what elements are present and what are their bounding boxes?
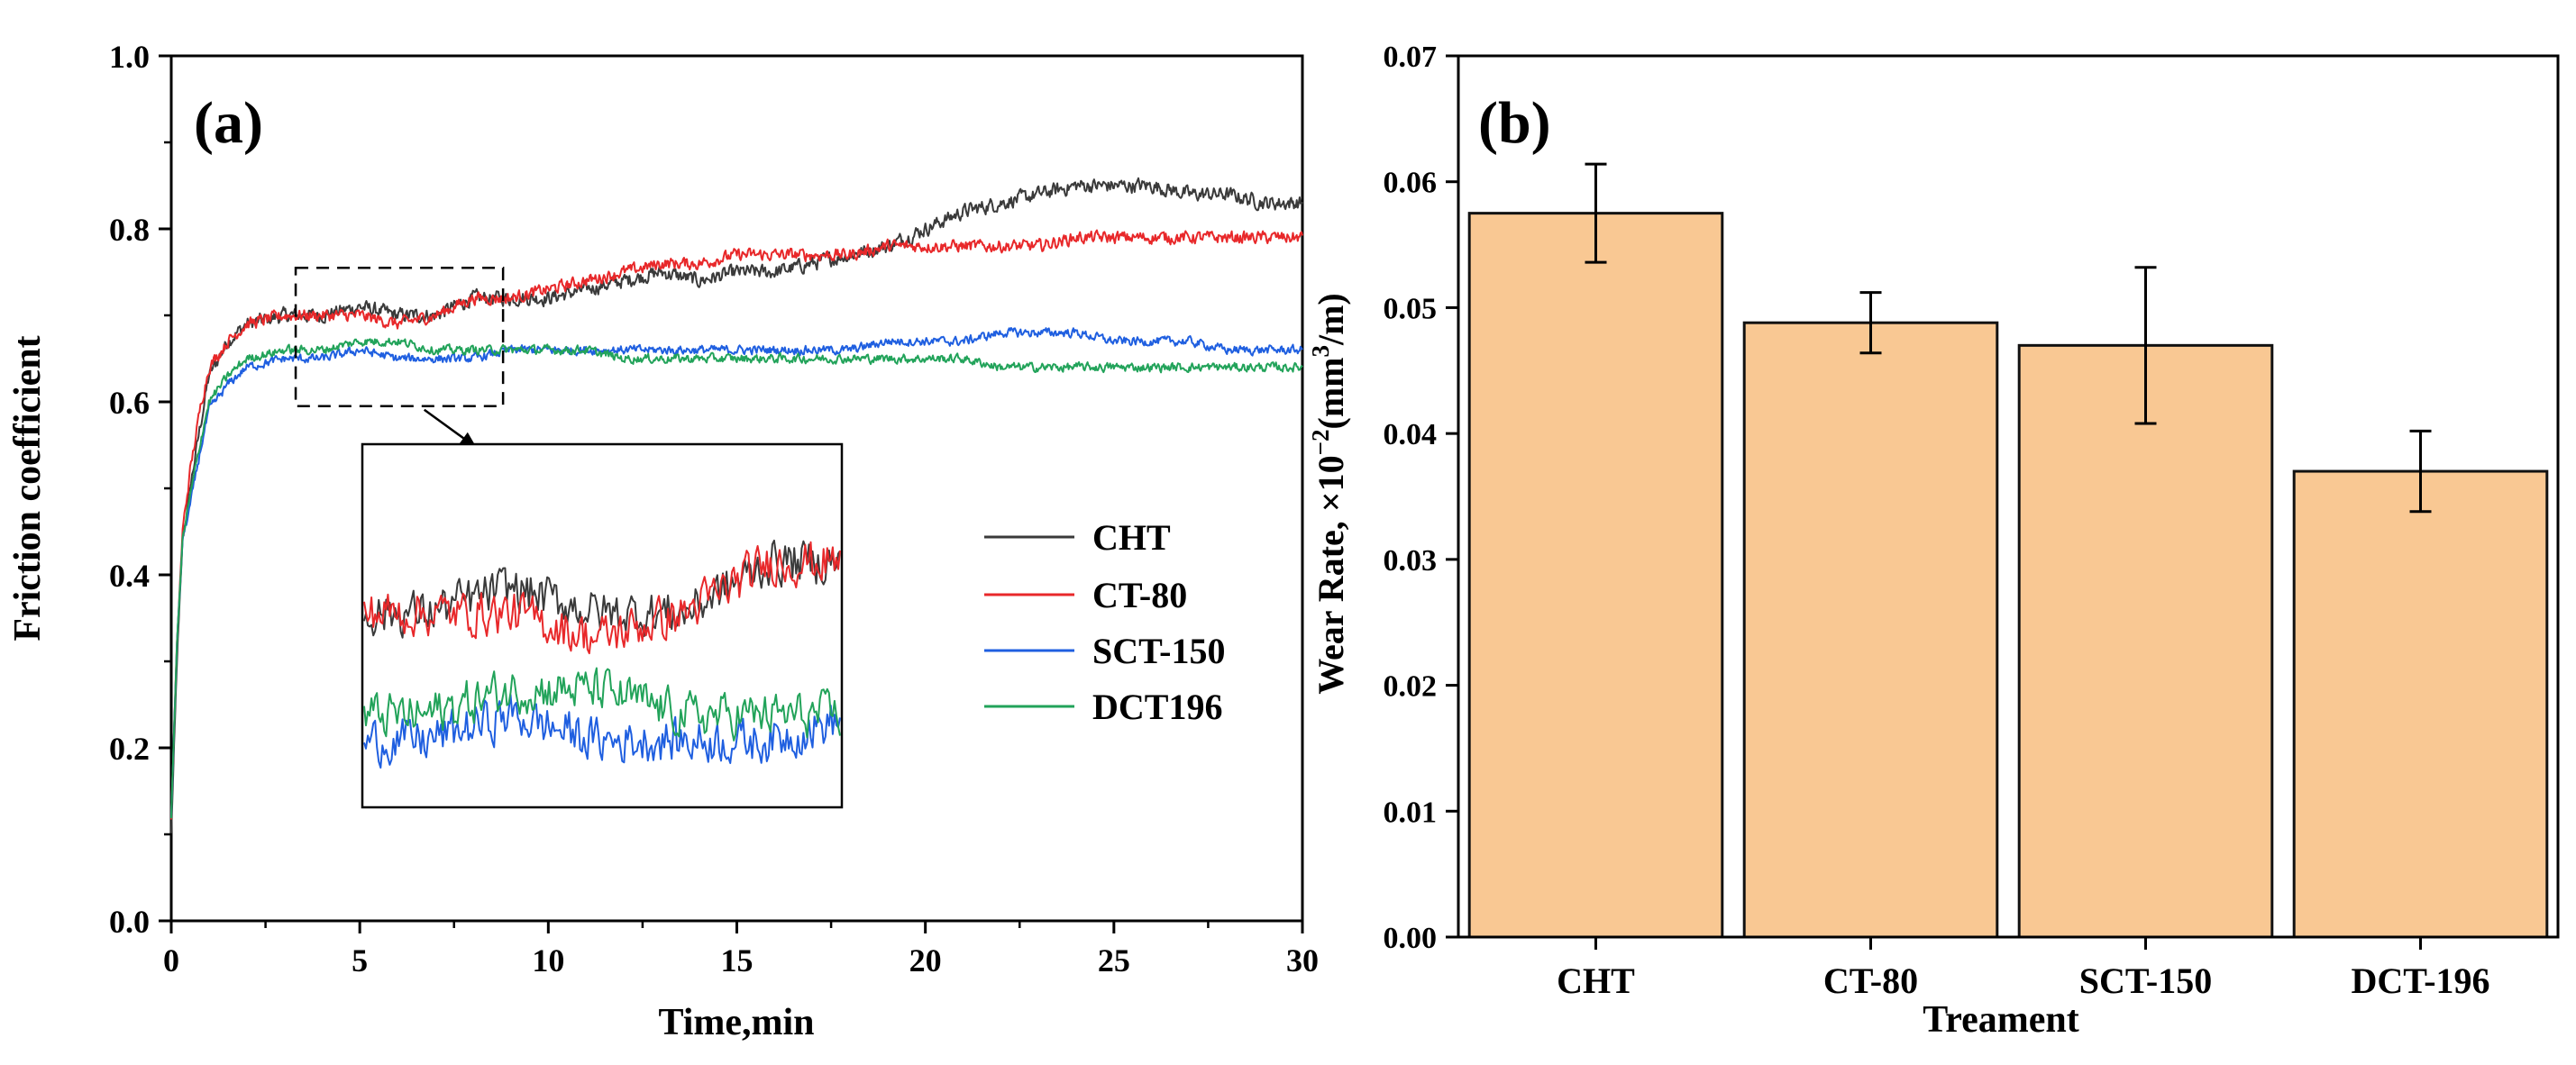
b-y-tick-label-0.06: 0.06 xyxy=(1384,167,1438,200)
bar-dct-196 xyxy=(2292,469,2549,939)
panel-b-axes: CHT CT-80 SCT-150 DCT-196 0.00 0.01 0.02 0.03 0.… xyxy=(1384,41,2490,1001)
series-line-sct-150 xyxy=(170,327,1303,817)
series-line-cht xyxy=(170,177,1303,833)
bar-sct-150 xyxy=(2017,343,2274,939)
x-tick-label-5: 5 xyxy=(352,942,368,979)
legend-label-sct-150: SCT-150 xyxy=(1092,631,1225,671)
x-tick-label-25: 25 xyxy=(1098,942,1130,979)
panel-b-plot-frame xyxy=(1457,54,2560,939)
panel-a-x-axis-label: Time,min xyxy=(658,1002,814,1043)
inset-series-line-sct-150 xyxy=(363,694,841,769)
b-y-tick-label-0.07: 0.07 xyxy=(1384,41,1438,74)
y-tick-label-0.0: 0.0 xyxy=(109,904,150,940)
bar-ct-80 xyxy=(1742,321,1999,939)
legend-label-ct-80: CT-80 xyxy=(1092,575,1187,615)
b-y-tick-label-0.00: 0.00 xyxy=(1384,922,1438,955)
b-y-tick-label-0.02: 0.02 xyxy=(1384,670,1438,704)
legend-label-dct196: DCT196 xyxy=(1092,687,1222,727)
inset-series-line-dct196 xyxy=(363,667,841,742)
x-tick-label-dct-196: DCT-196 xyxy=(2351,960,2489,1001)
x-tick-label-cht: CHT xyxy=(1557,960,1635,1001)
bar-cht xyxy=(1467,212,1724,939)
panel-b-bars-group xyxy=(1467,162,2549,939)
x-tick-label-sct-150: SCT-150 xyxy=(2079,960,2212,1001)
series-line-ct-80 xyxy=(170,229,1303,820)
panel-a-zoom-region-box xyxy=(294,266,505,408)
panel-b: CHT CT-80 SCT-150 DCT-196 0.00 0.01 0.02 0.03 0.… xyxy=(1307,41,2560,1041)
inset-series-line-cht xyxy=(363,539,841,639)
x-tick-label-0: 0 xyxy=(163,942,179,979)
y-tick-label-0.2: 0.2 xyxy=(109,731,150,767)
x-tick-label-30: 30 xyxy=(1286,942,1319,979)
b-y-tick-label-0.03: 0.03 xyxy=(1384,544,1438,578)
y-tick-label-0.6: 0.6 xyxy=(109,385,150,421)
panel-b-label: (b) xyxy=(1478,90,1551,156)
series-line-dct196 xyxy=(170,337,1303,819)
panel-a-label: (a) xyxy=(194,90,263,156)
b-y-tick-label-0.04: 0.04 xyxy=(1384,418,1438,451)
inset-series-line-ct-80 xyxy=(363,541,841,655)
panel-b-y-axis-label: Wear Rate, ×10−2(mm3/m) xyxy=(1307,293,1351,694)
panel-a-series-group xyxy=(170,177,1303,833)
panel-a-inset-series-group xyxy=(363,539,841,769)
panel-a-y-axis-label: Friction coefficient xyxy=(7,335,49,641)
x-tick-label-20: 20 xyxy=(909,942,942,979)
x-tick-label-ct-80: CT-80 xyxy=(1823,960,1918,1001)
legend-label-cht: CHT xyxy=(1092,517,1171,558)
y-tick-label-0.8: 0.8 xyxy=(109,212,150,248)
y-tick-label-1.0: 1.0 xyxy=(109,39,150,75)
panel-a-axes: 0 5 10 15 20 25 30 0.0 0.2 0.4 0.6 0.8 1.0 xyxy=(109,39,1319,979)
b-y-tick-label-0.05: 0.05 xyxy=(1384,292,1438,325)
panel-a-legend: CHT CT-80 SCT-150 DCT196 xyxy=(984,517,1225,727)
panel-a: 0 5 10 15 20 25 30 0.0 0.2 0.4 0.6 0.8 1.0 (a) Time,… xyxy=(7,39,1319,1043)
x-tick-label-15: 15 xyxy=(721,942,754,979)
x-tick-label-10: 10 xyxy=(532,942,564,979)
panel-a-inset xyxy=(361,442,844,809)
panel-b-x-axis-label: Treament xyxy=(1923,999,2078,1041)
y-tick-label-0.4: 0.4 xyxy=(109,558,150,594)
b-y-tick-label-0.01: 0.01 xyxy=(1384,796,1438,829)
